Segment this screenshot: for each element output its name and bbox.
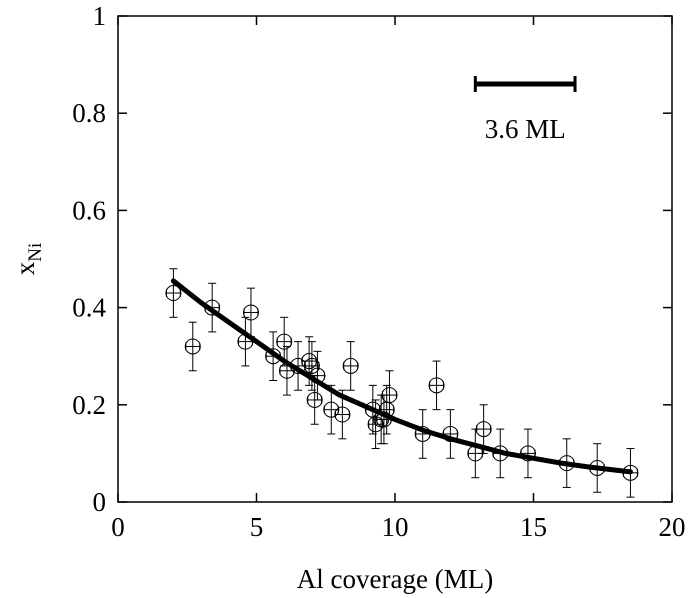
data-point bbox=[519, 428, 536, 479]
data-point bbox=[184, 321, 201, 372]
x-axis-title: Al coverage (ML) bbox=[297, 564, 493, 594]
y-tick-label: 0.6 bbox=[72, 195, 106, 225]
data-marker bbox=[342, 357, 359, 374]
data-marker bbox=[306, 391, 323, 408]
plot-frame bbox=[117, 15, 673, 503]
data-marker bbox=[184, 338, 201, 355]
data-marker bbox=[428, 377, 445, 394]
data-point bbox=[323, 384, 340, 435]
y-axis-title-main: x bbox=[10, 261, 40, 275]
scale-bar-label: 3.6 ML bbox=[485, 114, 566, 144]
data-marker bbox=[367, 416, 384, 433]
y-tick-label: 1 bbox=[93, 1, 107, 31]
x-tick-label: 15 bbox=[520, 512, 547, 542]
x-tick-label: 5 bbox=[250, 512, 264, 542]
y-tick-label: 0.4 bbox=[72, 293, 106, 323]
data-marker bbox=[301, 353, 318, 370]
axis-ticks: 0 5 10 15 20 0 0.2 0.4 0.6 0.8 1 bbox=[72, 1, 685, 542]
x-tick-label: 0 bbox=[111, 512, 125, 542]
fit-curve-group bbox=[170, 278, 633, 475]
data-point bbox=[442, 409, 459, 459]
data-point bbox=[165, 268, 182, 318]
x-tick-label: 10 bbox=[382, 512, 409, 542]
y-axis-title: xNi bbox=[10, 243, 46, 276]
data-point bbox=[342, 341, 359, 391]
data-marker bbox=[334, 406, 351, 423]
fit-curve bbox=[170, 278, 633, 475]
data-marker bbox=[242, 304, 259, 321]
data-marker bbox=[165, 285, 182, 302]
y-tick-label: 0.8 bbox=[72, 98, 106, 128]
data-marker bbox=[519, 445, 536, 462]
data-point bbox=[428, 360, 445, 411]
x-tick-label: 20 bbox=[659, 512, 686, 542]
y-tick-label: 0 bbox=[93, 487, 107, 517]
data-marker bbox=[303, 357, 320, 374]
data-point bbox=[278, 345, 295, 396]
y-tick-label: 0.2 bbox=[72, 390, 106, 420]
y-axis-title-subscript: Ni bbox=[25, 243, 46, 262]
scale-annotation: 3.6 ML bbox=[473, 76, 577, 144]
data-marker bbox=[475, 421, 492, 438]
data-point bbox=[381, 370, 398, 420]
data-marker bbox=[323, 401, 340, 418]
data-marker bbox=[381, 387, 398, 404]
data-marker bbox=[276, 333, 293, 350]
